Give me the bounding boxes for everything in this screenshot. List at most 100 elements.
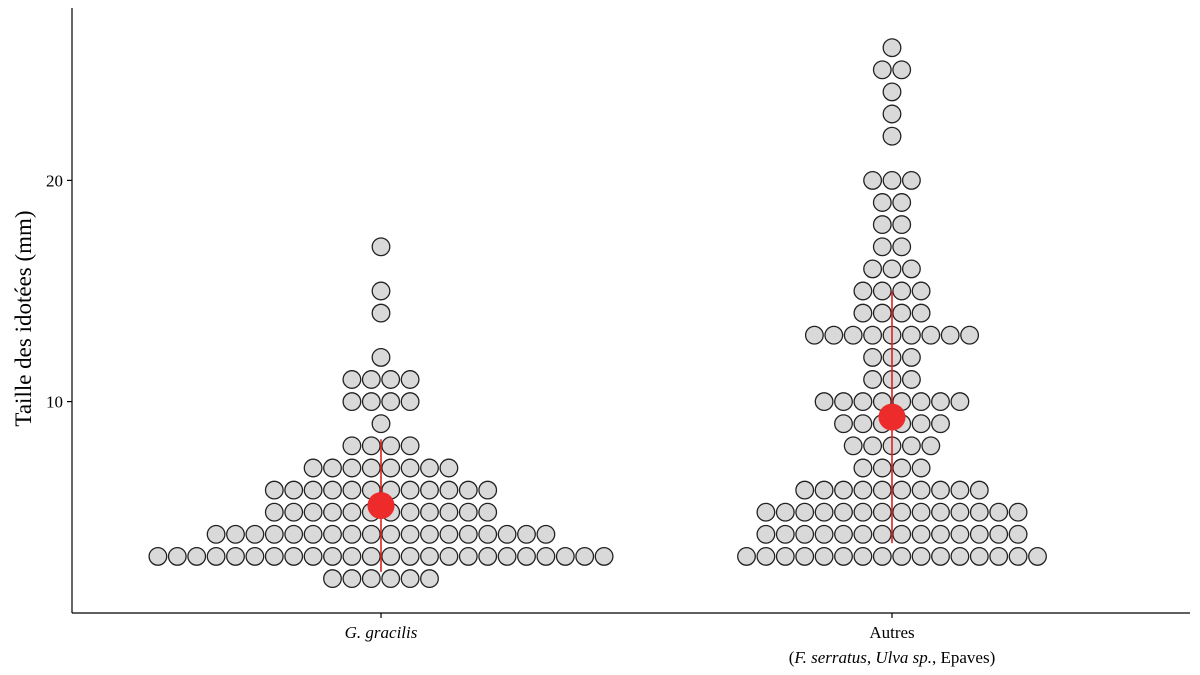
data-point bbox=[882, 126, 902, 146]
data-point bbox=[478, 480, 498, 500]
x-tick-label-autres: Autres bbox=[869, 623, 914, 642]
data-point bbox=[361, 569, 381, 589]
data-point bbox=[892, 480, 912, 500]
data-point bbox=[400, 524, 420, 544]
data-point bbox=[853, 524, 873, 544]
data-point bbox=[458, 480, 478, 500]
data-point bbox=[1008, 546, 1028, 566]
x-tick-label-autres-line2: (F. serratus, Ulva sp., Epaves) bbox=[789, 648, 996, 667]
data-point bbox=[863, 370, 883, 389]
data-point bbox=[989, 502, 1009, 522]
data-point bbox=[940, 325, 960, 345]
data-point bbox=[872, 215, 892, 235]
y-tick-label: 10 bbox=[46, 393, 63, 412]
data-point bbox=[950, 524, 970, 544]
data-point bbox=[911, 303, 931, 323]
data-point bbox=[882, 38, 902, 58]
data-point bbox=[303, 458, 323, 478]
data-point bbox=[931, 546, 950, 566]
data-point bbox=[497, 546, 517, 566]
mean-point bbox=[367, 492, 395, 520]
labels-layer: Taille des idotées (mm) G. gracilis Autres… bbox=[11, 210, 995, 667]
data-point bbox=[381, 524, 401, 544]
data-point bbox=[882, 104, 902, 124]
data-point bbox=[245, 524, 265, 544]
data-point bbox=[872, 458, 892, 478]
data-point bbox=[361, 436, 381, 456]
data-point bbox=[892, 281, 912, 301]
data-point bbox=[400, 392, 420, 412]
data-point bbox=[843, 436, 863, 456]
data-point bbox=[901, 436, 921, 456]
data-point bbox=[226, 546, 245, 566]
data-point bbox=[950, 502, 970, 522]
data-point bbox=[931, 502, 950, 522]
data-point bbox=[872, 60, 892, 80]
mean-point bbox=[878, 403, 906, 431]
data-point bbox=[342, 502, 362, 522]
data-point bbox=[206, 524, 226, 544]
data-point bbox=[872, 281, 892, 301]
data-point bbox=[892, 524, 912, 544]
data-point bbox=[478, 502, 498, 522]
data-point bbox=[989, 524, 1009, 544]
data-point bbox=[834, 480, 853, 500]
data-point bbox=[911, 524, 931, 544]
data-point bbox=[863, 259, 883, 279]
data-point bbox=[420, 458, 439, 478]
data-point bbox=[969, 524, 989, 544]
data-point bbox=[342, 370, 362, 389]
data-point bbox=[814, 524, 834, 544]
data-point bbox=[795, 480, 815, 500]
data-point bbox=[323, 502, 342, 522]
data-point bbox=[989, 546, 1009, 566]
data-point bbox=[439, 480, 459, 500]
data-point bbox=[795, 546, 815, 566]
data-point bbox=[458, 524, 478, 544]
data-point bbox=[342, 458, 362, 478]
data-point bbox=[371, 237, 391, 257]
data-point bbox=[969, 480, 989, 500]
data-point bbox=[400, 436, 420, 456]
data-point bbox=[381, 370, 401, 389]
data-point bbox=[756, 502, 776, 522]
data-point bbox=[371, 303, 391, 323]
data-point bbox=[853, 281, 873, 301]
data-point bbox=[872, 524, 892, 544]
data-point bbox=[361, 546, 381, 566]
data-point bbox=[892, 215, 912, 235]
data-point bbox=[361, 458, 381, 478]
data-point bbox=[245, 546, 265, 566]
data-point bbox=[863, 436, 883, 456]
data-point bbox=[834, 414, 853, 434]
data-point bbox=[517, 546, 536, 566]
data-point bbox=[911, 458, 931, 478]
data-point bbox=[284, 480, 304, 500]
data-point bbox=[439, 546, 459, 566]
data-point bbox=[911, 546, 931, 566]
data-point bbox=[911, 281, 931, 301]
data-point bbox=[756, 546, 776, 566]
data-point bbox=[420, 502, 439, 522]
data-point bbox=[536, 546, 556, 566]
data-point bbox=[863, 325, 883, 345]
data-point bbox=[892, 458, 912, 478]
data-point bbox=[381, 436, 401, 456]
data-point bbox=[863, 347, 883, 367]
data-point bbox=[323, 546, 342, 566]
data-point bbox=[342, 569, 362, 589]
data-point bbox=[400, 370, 420, 389]
data-point bbox=[536, 524, 556, 544]
data-point bbox=[853, 392, 873, 412]
data-point bbox=[843, 325, 863, 345]
data-point bbox=[361, 370, 381, 389]
data-point bbox=[892, 303, 912, 323]
data-point bbox=[775, 502, 795, 522]
data-point bbox=[872, 237, 892, 257]
data-point bbox=[901, 259, 921, 279]
data-point bbox=[342, 392, 362, 412]
data-point bbox=[594, 546, 614, 566]
data-point bbox=[342, 524, 362, 544]
data-point bbox=[381, 392, 401, 412]
